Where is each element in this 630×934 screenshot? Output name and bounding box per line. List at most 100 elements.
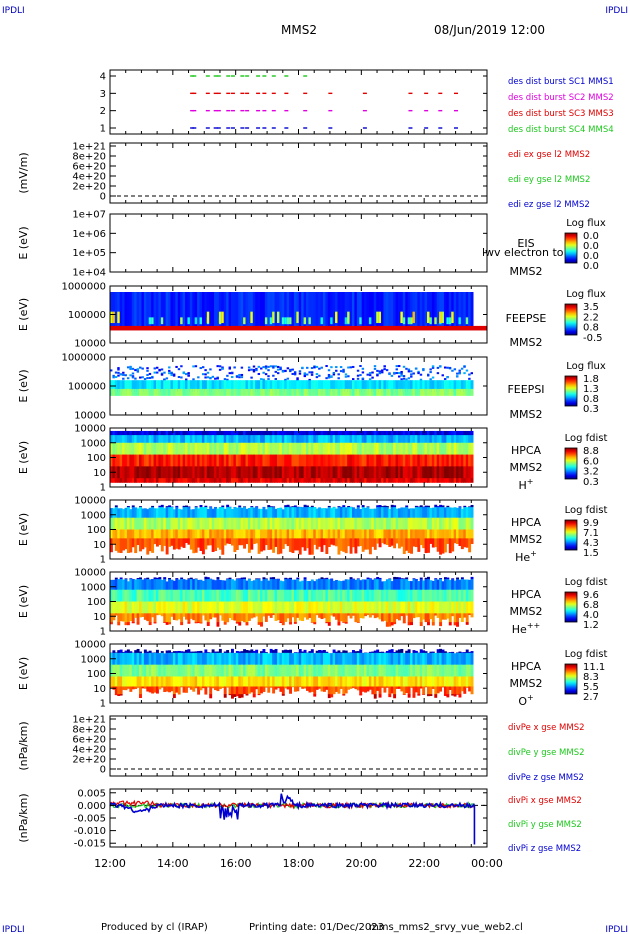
hpca_he1-cell [218, 529, 222, 539]
divpe-legend-item: divPe x gse MMS2 [508, 723, 585, 733]
hpca_h-cell [296, 466, 300, 479]
hpca_h-cell [339, 442, 343, 456]
hpca_h-cell [332, 454, 336, 467]
feepsi-cell [352, 388, 355, 396]
feepsi-cell [291, 388, 295, 396]
hpca_he2-cell [453, 601, 457, 614]
hpca_he2-cell [165, 601, 169, 614]
hpca_he1-cell [417, 529, 421, 539]
hpca_o-cell [443, 676, 447, 687]
hpca_he2-cell [235, 589, 239, 602]
hpca_he2-cell [347, 601, 351, 614]
hpca_he1-cell [272, 538, 276, 553]
hpca_he1-cell [143, 538, 147, 548]
hpca_he2-cell [158, 579, 162, 591]
hpca_o-cell [122, 676, 126, 687]
hpca_o-cell [257, 686, 261, 695]
hpca_he2-cell [204, 613, 208, 621]
hpca_o-cell [381, 676, 384, 687]
feepsi-cell [373, 380, 377, 392]
hpca_he2-cell [269, 577, 273, 580]
feepsi-cell [327, 369, 331, 372]
hpca_o-cell [129, 664, 133, 677]
hpca_h-cell [194, 435, 198, 444]
hpca_he2-cell [376, 589, 380, 602]
hpca_o-cell [301, 652, 305, 666]
feepsi-cell [262, 378, 265, 381]
hpca_he2-cell [429, 613, 433, 620]
hpca_he1-cell [160, 517, 164, 530]
hpca_he1-cell [114, 507, 118, 519]
feepse-cell [199, 292, 203, 328]
hpca_he1-cell [325, 538, 329, 554]
hpca_he1-cell [439, 507, 443, 519]
hpca_he2-cell [289, 577, 292, 580]
feepsi-cell [124, 380, 128, 392]
hpca_h-cell [371, 466, 375, 479]
hpca_h-cell [218, 478, 222, 483]
hpca_he2-cell [238, 579, 242, 591]
feepse-cell [468, 292, 472, 328]
hpca_o-cell [361, 676, 365, 687]
hpca_h-ytick-label: 10000 [74, 424, 106, 435]
hpca_h-cell [364, 478, 368, 483]
hpca_h-cell [468, 435, 472, 444]
feepse-colorbar [564, 303, 578, 336]
hpca_he2-cell [405, 579, 409, 591]
hpca_he2-cell [342, 589, 346, 602]
hpca_he2-cell [231, 601, 234, 614]
hpca_he1-cell [337, 507, 341, 519]
hpca_h-cell [281, 435, 285, 444]
hpca_o-cell [214, 651, 217, 654]
hpca_o-cell [465, 664, 469, 677]
hpca_h-cell [453, 435, 457, 444]
divpi-ytick-label: 0.000 [77, 801, 106, 812]
hpca_he1-cell [289, 538, 292, 552]
hpca_h-cell [272, 478, 276, 483]
hpca_he2-cell [402, 579, 406, 591]
hpca_o-cell [182, 652, 186, 666]
hpca_he2-cell [310, 613, 314, 623]
hpca_he1-cell [347, 538, 351, 547]
hpca_he2-cell [293, 589, 297, 602]
feepsi-cell [385, 388, 389, 396]
hpca_h-cell [446, 454, 450, 467]
hpca_he1-cell [279, 517, 283, 530]
feepsi-cell [214, 380, 217, 392]
hpca_he2-cell [201, 601, 205, 614]
hpca_he1-cell [446, 529, 450, 539]
hpca_he2-cell [172, 601, 176, 614]
feepsi-cell [114, 380, 118, 392]
hpca_he2-cell [402, 601, 406, 614]
hpca_h-cell [347, 466, 351, 479]
feepsi-cell [175, 388, 179, 396]
hpca_h-cell [117, 435, 121, 444]
hpca_he1-cell [451, 529, 455, 539]
hpca_o-cell [124, 686, 128, 691]
hpca_o-cell [189, 651, 193, 654]
hpca_h-cell [136, 435, 140, 444]
hpca_o-cell [388, 649, 392, 654]
hpca_h-cell [303, 454, 307, 467]
hpca_h-cell [310, 466, 314, 479]
hpca_he2-cell [315, 613, 319, 616]
hpca_he2-cell [366, 613, 370, 615]
hpca_h-cell [199, 430, 203, 436]
hpca_o-cell [427, 676, 430, 687]
burst-ytick-label: 3 [100, 89, 106, 100]
hpca_he2-cell [393, 579, 397, 591]
hpca_he1-cell [359, 538, 363, 547]
hpca_o-cell [342, 694, 346, 696]
feepsi-cell [129, 388, 133, 396]
hpca_h-cell [143, 478, 147, 483]
hpca_h-cell [332, 478, 336, 483]
hpca_o-cell [376, 652, 380, 666]
hpca_he1-cell [390, 504, 394, 508]
hpca_he2-cell [306, 613, 309, 620]
hpca_he2-cell [344, 613, 348, 623]
hpca_he1-cell [463, 505, 467, 508]
feepse-cell [308, 292, 312, 328]
hpca_he2-cell [448, 580, 452, 591]
hpca_he2-cell [366, 577, 370, 580]
hpca_o-cell [376, 649, 380, 654]
